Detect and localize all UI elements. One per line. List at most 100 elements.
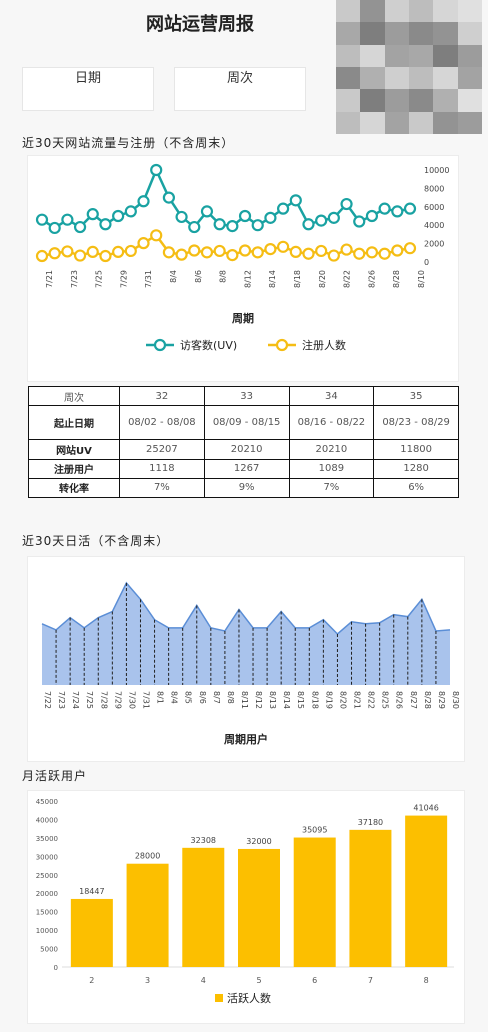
x-tick-label: 8/20 — [318, 270, 327, 288]
x-tick-label: 8/11 — [240, 691, 249, 709]
y-tick-label: 15000 — [36, 909, 58, 917]
mosaic-tile — [384, 44, 409, 67]
data-point — [175, 210, 188, 224]
data-point — [61, 245, 74, 258]
table-header-row: 周次 32 33 34 35 — [28, 385, 459, 407]
x-tick-label: 8/8 — [226, 691, 235, 704]
data-point — [302, 218, 315, 231]
y-tick-label: 30000 — [36, 853, 58, 861]
bar — [349, 829, 392, 967]
data-point — [200, 246, 214, 259]
x-tick-label: 7/28 — [99, 691, 108, 709]
mosaic-tile — [409, 22, 434, 45]
x-tick-label: 8/27 — [409, 691, 418, 709]
date-filter-label: 日期 — [74, 71, 101, 86]
data-point — [378, 247, 391, 260]
x-tick-label: 7/22 — [43, 691, 52, 709]
daily-active-chart-panel: 7/22 7/23 7/24 7/25 7/28 7/29 7/30 7/31 8/1 8/4 8/… — [27, 556, 465, 762]
data-point — [213, 218, 226, 231]
date-filter[interactable]: 日期 — [22, 67, 154, 111]
data-point — [289, 245, 302, 258]
data-point — [226, 248, 239, 262]
mosaic-tile — [384, 0, 409, 23]
traffic-chart-panel: 10000 8000 6000 4000 2000 0 7/21 7/23 7/25 7/29 7/… — [27, 155, 459, 382]
table-cell: 1118 — [119, 458, 205, 479]
traffic-line-chart: 10000 8000 6000 4000 2000 0 7/21 7/23 7/25 7/29 7/… — [35, 163, 449, 352]
mosaic-tile — [433, 67, 458, 90]
mosaic-tile — [433, 89, 458, 112]
y-tick-label: 0 — [54, 964, 58, 972]
data-point — [73, 220, 87, 234]
data-point — [365, 246, 379, 259]
bar — [70, 898, 113, 967]
bar-data-label: 32000 — [246, 837, 271, 846]
data-point — [35, 213, 49, 226]
data-point — [124, 244, 137, 258]
y-tick-label: 6000 — [424, 203, 444, 212]
mosaic-tile — [457, 89, 482, 112]
data-point — [289, 194, 302, 207]
x-tick-label: 8/4 — [169, 270, 178, 283]
data-point — [124, 205, 137, 218]
y-tick-label: 45000 — [36, 798, 58, 806]
data-point — [226, 220, 239, 233]
table-cell: 20210 — [288, 439, 375, 460]
x-tick-label: 8/7 — [212, 691, 221, 704]
table-cell: 08/16 - 08/22 — [288, 405, 375, 441]
data-point — [86, 245, 99, 258]
mosaic-tile — [409, 67, 434, 90]
legend-swatch — [215, 994, 223, 1002]
mosaic-tile — [433, 44, 458, 67]
bar-data-label: 32308 — [191, 836, 216, 845]
data-point — [277, 202, 290, 215]
week-filter[interactable]: 周次 — [174, 67, 306, 111]
y-tick-label: 20000 — [36, 890, 58, 898]
data-point — [315, 214, 328, 227]
data-point — [61, 213, 74, 226]
data-point — [365, 209, 379, 223]
data-point — [175, 248, 188, 261]
x-tick-label: 8/26 — [367, 270, 376, 288]
mosaic-tile — [409, 44, 434, 67]
data-point — [137, 237, 150, 250]
data-point — [188, 220, 201, 234]
data-point — [340, 197, 353, 211]
data-point — [112, 209, 125, 223]
data-point — [213, 244, 226, 258]
data-point — [99, 218, 112, 231]
bar-data-label: 37180 — [358, 818, 383, 827]
bar — [293, 837, 336, 967]
table-cell: 6% — [373, 477, 459, 499]
legend-marker — [153, 338, 167, 352]
mosaic-tile — [457, 44, 482, 67]
data-point — [162, 191, 175, 204]
x-tick-label: 8/12 — [243, 270, 252, 288]
table-header-cell: 34 — [288, 385, 375, 407]
x-tick-label: 8/19 — [324, 691, 333, 709]
blurred-qr-image — [336, 0, 482, 134]
x-tick-label: 7/31 — [141, 691, 150, 709]
table-header-cell: 33 — [203, 385, 290, 407]
x-tick-label: 8/28 — [392, 270, 401, 288]
x-tick-label: 8/22 — [343, 270, 352, 288]
monthly-active-bar-chart: 4500040000350003000025000200001500010000… — [36, 798, 454, 1005]
table-row: 注册用户 1118 1267 1089 1280 — [28, 458, 459, 479]
x-tick-label: 6 — [312, 976, 317, 985]
mosaic-tile — [433, 22, 458, 45]
bar-data-label: 28000 — [135, 852, 160, 861]
traffic-chart-title: 近30天网站流量与注册（不含周末） — [22, 136, 235, 150]
table-header-cell: 32 — [119, 385, 205, 407]
y-tick-label: 5000 — [40, 946, 58, 954]
mosaic-tile — [409, 89, 434, 112]
mosaic-tile — [384, 89, 409, 112]
y-tick-label: 10000 — [36, 927, 58, 935]
weekly-summary-table: 周次 32 33 34 35 起止日期 08/02 - 08/08 08/09 - 08/15… — [28, 385, 459, 499]
data-point — [35, 249, 49, 263]
data-point — [238, 244, 252, 257]
mosaic-tile — [360, 22, 385, 45]
monthly-active-chart-title: 月活跃用户 — [22, 769, 88, 783]
data-point — [137, 195, 150, 208]
x-tick-label: 8/25 — [381, 691, 390, 709]
table-cell: 11800 — [373, 439, 459, 460]
y-tick-label: 8000 — [424, 184, 444, 193]
